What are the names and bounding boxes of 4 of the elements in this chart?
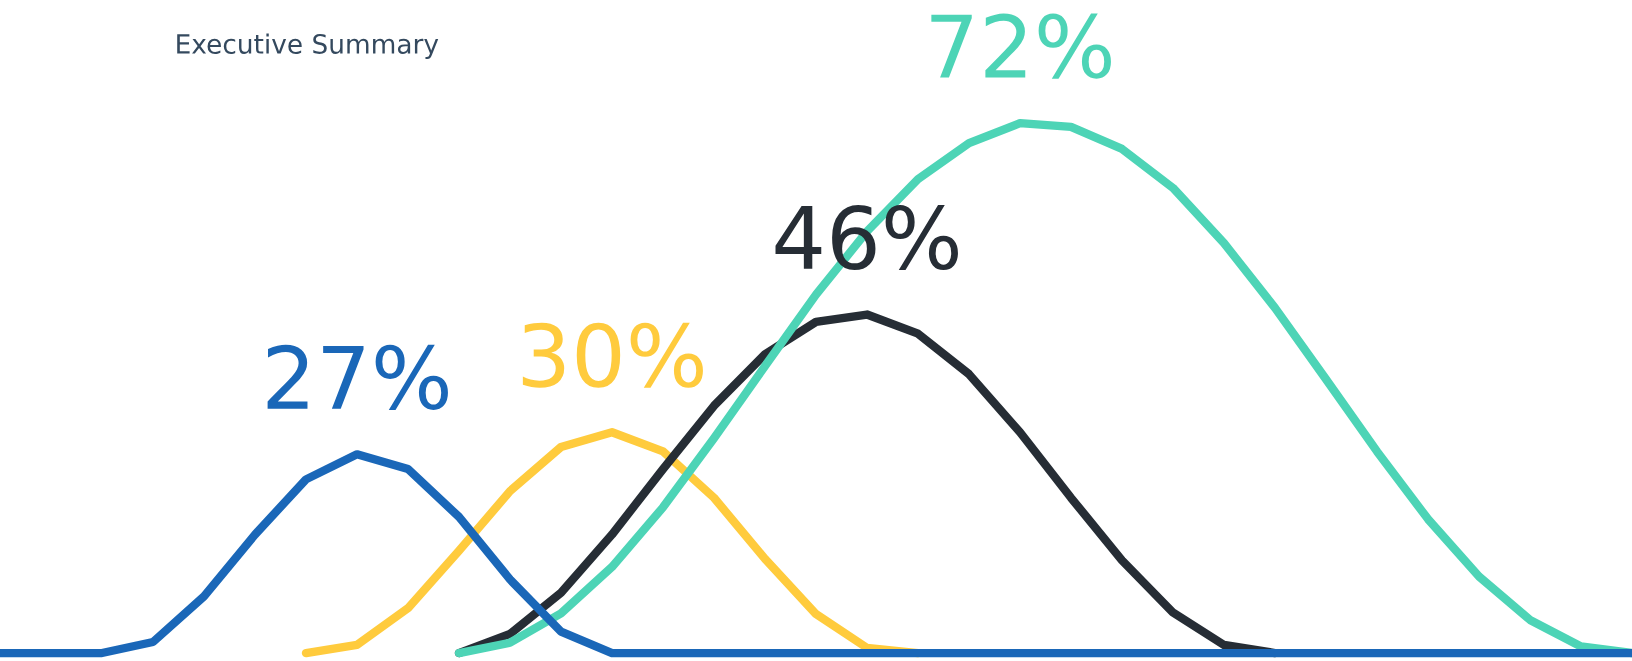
data-label: 30% [522, 322, 703, 388]
data-label: 27% [267, 344, 448, 410]
chart-subtitle: Executive Summary [177, 33, 439, 60]
data-label: 72% [931, 13, 1111, 79]
